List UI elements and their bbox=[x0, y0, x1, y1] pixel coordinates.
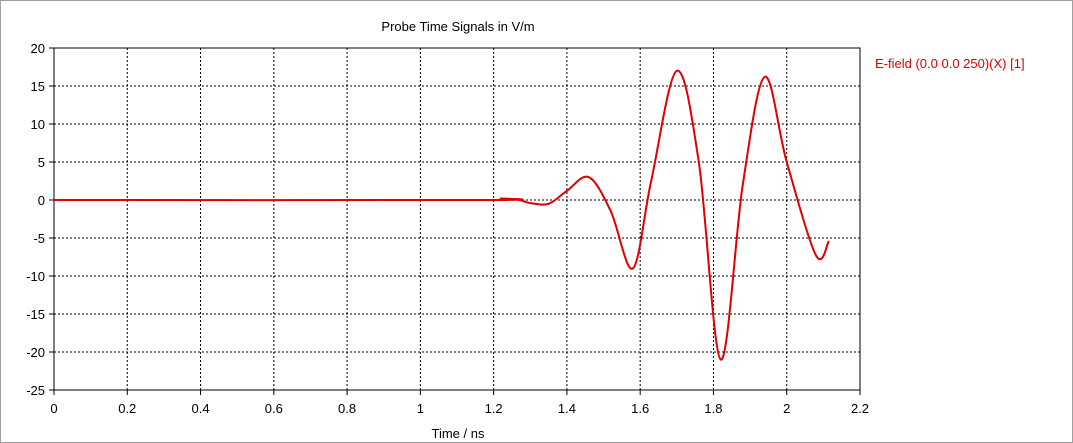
x-tick-label: 1.2 bbox=[485, 401, 503, 416]
x-tick-label: 1.4 bbox=[558, 401, 576, 416]
y-tick-label: 15 bbox=[31, 79, 45, 94]
chart-title: Probe Time Signals in V/m bbox=[381, 19, 534, 34]
tick-labels: 0 0.2 0.4 0.6 0.8 1 1.2 1.4 1.6 1.8 2 2.2 20 15 10 5 0 -5… bbox=[26, 41, 869, 416]
x-tick-label: 0.4 bbox=[192, 401, 210, 416]
y-tick-label: 20 bbox=[31, 41, 45, 56]
axis-ticks bbox=[49, 47, 861, 395]
y-tick-label: -25 bbox=[26, 383, 45, 398]
x-tick-label: 0.2 bbox=[118, 401, 136, 416]
y-tick-label: -20 bbox=[26, 345, 45, 360]
y-tick-label: -15 bbox=[26, 307, 45, 322]
series-layer bbox=[53, 69, 830, 361]
x-axis-title: Time / ns bbox=[432, 426, 485, 441]
y-tick-label: 5 bbox=[38, 155, 45, 170]
x-tick-label: 1.8 bbox=[704, 401, 722, 416]
x-tick-label: 2.2 bbox=[851, 401, 869, 416]
x-tick-label: 0.6 bbox=[265, 401, 283, 416]
grid bbox=[54, 48, 860, 390]
legend-entry[interactable]: E-field (0.0 0.0 250)(X) [1] bbox=[875, 56, 1025, 71]
x-tick-label: 1.6 bbox=[631, 401, 649, 416]
y-tick-label: 0 bbox=[38, 193, 45, 208]
plot-area-border bbox=[53, 47, 861, 391]
x-tick-label: 0.8 bbox=[338, 401, 356, 416]
x-tick-label: 2 bbox=[783, 401, 790, 416]
x-tick-label: 1 bbox=[417, 401, 424, 416]
y-tick-label: -5 bbox=[33, 231, 45, 246]
x-tick-label: 0 bbox=[50, 401, 57, 416]
series-line-0[interactable] bbox=[53, 69, 830, 361]
y-tick-label: 10 bbox=[31, 117, 45, 132]
y-tick-label: -10 bbox=[26, 269, 45, 284]
